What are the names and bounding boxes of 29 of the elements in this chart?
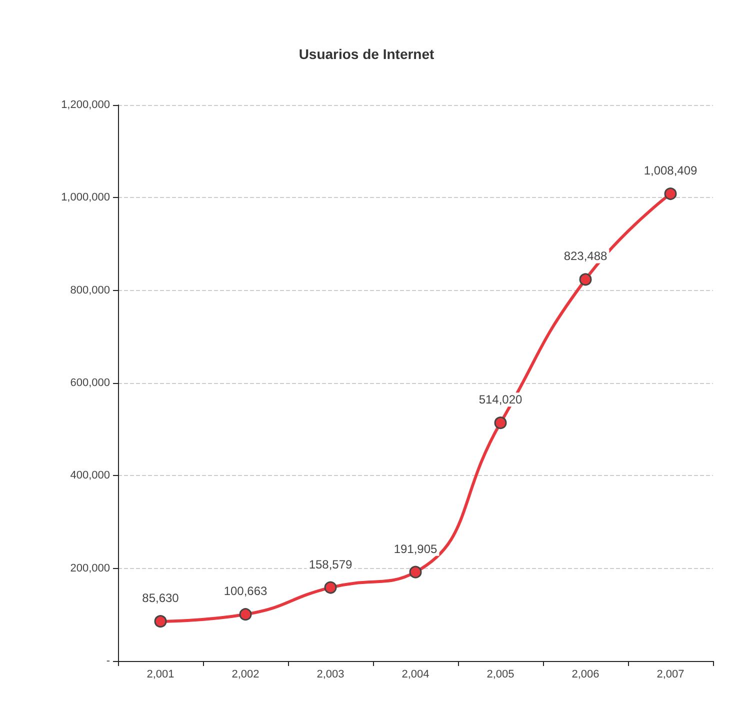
data-label: 1,008,409 (644, 164, 698, 178)
point (239, 608, 252, 621)
point (409, 566, 422, 578)
chart-title: Usuarios de Internet (298, 46, 435, 62)
y-tick-label: 800,000 (70, 284, 110, 296)
y-tick-label: 200,000 (70, 562, 110, 574)
data-label: 191,905 (394, 542, 438, 556)
point (664, 188, 677, 200)
x-tick-label: 2,004 (402, 668, 430, 680)
point (494, 416, 507, 430)
data-label: 158,579 (308, 557, 353, 572)
y-tick-label: 1,000,000 (61, 192, 110, 204)
x-tick-label: 2,006 (572, 668, 600, 680)
x-tick-label: 2,007 (656, 668, 684, 680)
point (579, 273, 592, 286)
point (154, 615, 167, 628)
data-label: 85,630 (142, 591, 180, 606)
x-tick-label: 2,003 (316, 668, 344, 680)
y-tick-label: 400,000 (70, 470, 110, 482)
y-tick-label: 1,200,000 (61, 99, 110, 111)
point (324, 581, 337, 594)
y-tick-label: 600,000 (70, 377, 110, 389)
data-label: 823,488 (564, 249, 608, 264)
data-label: 100,663 (224, 584, 268, 598)
x-tick-label: 2,002 (232, 668, 260, 680)
y-tick-label: - (106, 655, 110, 667)
x-tick-label: 2,001 (146, 668, 174, 680)
data-label: 514,020 (478, 392, 523, 407)
x-tick-label: 2,005 (486, 668, 514, 680)
